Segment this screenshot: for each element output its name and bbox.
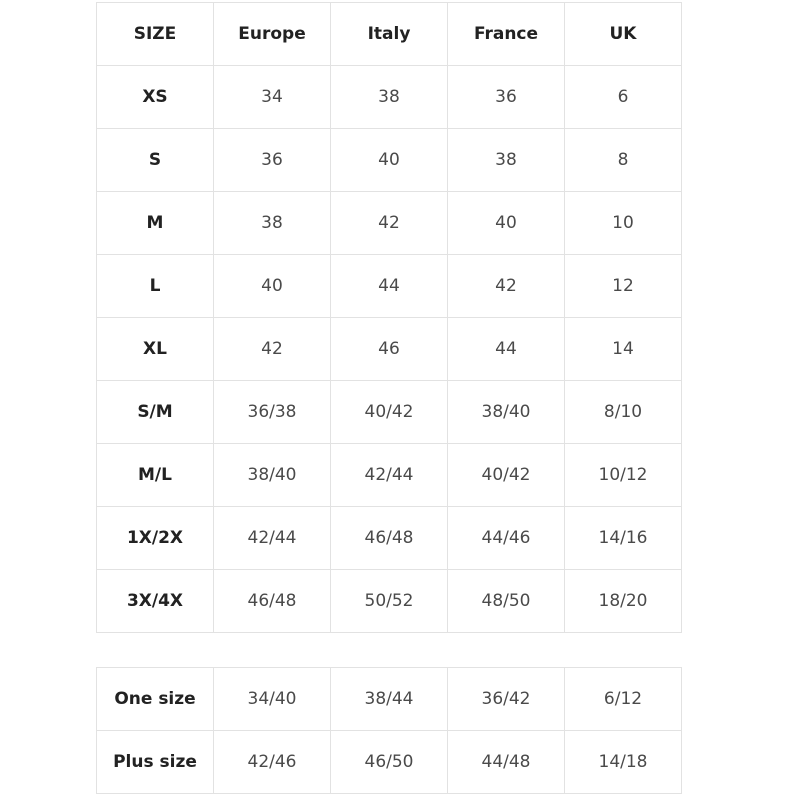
table-row: L 40 44 42 12: [96, 254, 682, 318]
size-value-cell: 44: [330, 254, 448, 318]
size-value-cell: 44/48: [447, 730, 565, 794]
size-label-cell: XL: [96, 317, 214, 381]
header-cell: Italy: [330, 2, 448, 66]
table-row: 3X/4X 46/48 50/52 48/50 18/20: [96, 569, 682, 633]
size-label-cell: M/L: [96, 443, 214, 507]
header-cell: UK: [564, 2, 682, 66]
table-row: One size 34/40 38/44 36/42 6/12: [96, 667, 682, 731]
size-value-cell: 12: [564, 254, 682, 318]
size-value-cell: 40: [447, 191, 565, 255]
size-value-cell: 40/42: [447, 443, 565, 507]
size-value-cell: 14/16: [564, 506, 682, 570]
header-row: SIZE Europe Italy France UK: [96, 2, 682, 66]
size-value-cell: 38: [330, 65, 448, 129]
size-value-cell: 42: [330, 191, 448, 255]
table-row: S 36 40 38 8: [96, 128, 682, 192]
size-value-cell: 46/50: [330, 730, 448, 794]
size-label-cell: 3X/4X: [96, 569, 214, 633]
size-value-cell: 38: [213, 191, 331, 255]
size-value-cell: 8: [564, 128, 682, 192]
header-cell: SIZE: [96, 2, 214, 66]
table-row: M/L 38/40 42/44 40/42 10/12: [96, 443, 682, 507]
size-value-cell: 44: [447, 317, 565, 381]
size-value-cell: 46/48: [213, 569, 331, 633]
size-label-cell: L: [96, 254, 214, 318]
size-value-cell: 14: [564, 317, 682, 381]
table-row: 1X/2X 42/44 46/48 44/46 14/16: [96, 506, 682, 570]
size-label-cell: XS: [96, 65, 214, 129]
header-cell: Europe: [213, 2, 331, 66]
size-label-cell: One size: [96, 667, 214, 731]
size-chart-table: SIZE Europe Italy France UK XS 34 38 36 6 S 36 40 38 8…: [96, 2, 682, 633]
header-cell: France: [447, 2, 565, 66]
size-value-cell: 48/50: [447, 569, 565, 633]
size-label-cell: S/M: [96, 380, 214, 444]
table-row: XL 42 46 44 14: [96, 317, 682, 381]
size-label-cell: M: [96, 191, 214, 255]
size-value-cell: 38: [447, 128, 565, 192]
size-value-cell: 42: [213, 317, 331, 381]
size-value-cell: 36/38: [213, 380, 331, 444]
size-value-cell: 18/20: [564, 569, 682, 633]
size-value-cell: 8/10: [564, 380, 682, 444]
special-sizes-table: One size 34/40 38/44 36/42 6/12 Plus size 42/4…: [96, 667, 682, 794]
size-value-cell: 42/44: [330, 443, 448, 507]
size-value-cell: 36: [447, 65, 565, 129]
size-value-cell: 42: [447, 254, 565, 318]
size-value-cell: 42/46: [213, 730, 331, 794]
size-value-cell: 42/44: [213, 506, 331, 570]
size-value-cell: 40: [213, 254, 331, 318]
size-value-cell: 44/46: [447, 506, 565, 570]
table-row: Plus size 42/46 46/50 44/48 14/18: [96, 730, 682, 794]
size-value-cell: 34: [213, 65, 331, 129]
size-value-cell: 6/12: [564, 667, 682, 731]
size-value-cell: 50/52: [330, 569, 448, 633]
size-label-cell: S: [96, 128, 214, 192]
size-value-cell: 34/40: [213, 667, 331, 731]
size-label-cell: 1X/2X: [96, 506, 214, 570]
size-value-cell: 36/42: [447, 667, 565, 731]
size-value-cell: 38/40: [213, 443, 331, 507]
size-value-cell: 10/12: [564, 443, 682, 507]
size-value-cell: 36: [213, 128, 331, 192]
table-row: M 38 42 40 10: [96, 191, 682, 255]
size-label-cell: Plus size: [96, 730, 214, 794]
table-row: S/M 36/38 40/42 38/40 8/10: [96, 380, 682, 444]
table-row: XS 34 38 36 6: [96, 65, 682, 129]
size-value-cell: 14/18: [564, 730, 682, 794]
size-value-cell: 40/42: [330, 380, 448, 444]
size-value-cell: 46/48: [330, 506, 448, 570]
size-value-cell: 38/40: [447, 380, 565, 444]
size-value-cell: 6: [564, 65, 682, 129]
size-value-cell: 40: [330, 128, 448, 192]
size-value-cell: 10: [564, 191, 682, 255]
size-value-cell: 46: [330, 317, 448, 381]
size-value-cell: 38/44: [330, 667, 448, 731]
